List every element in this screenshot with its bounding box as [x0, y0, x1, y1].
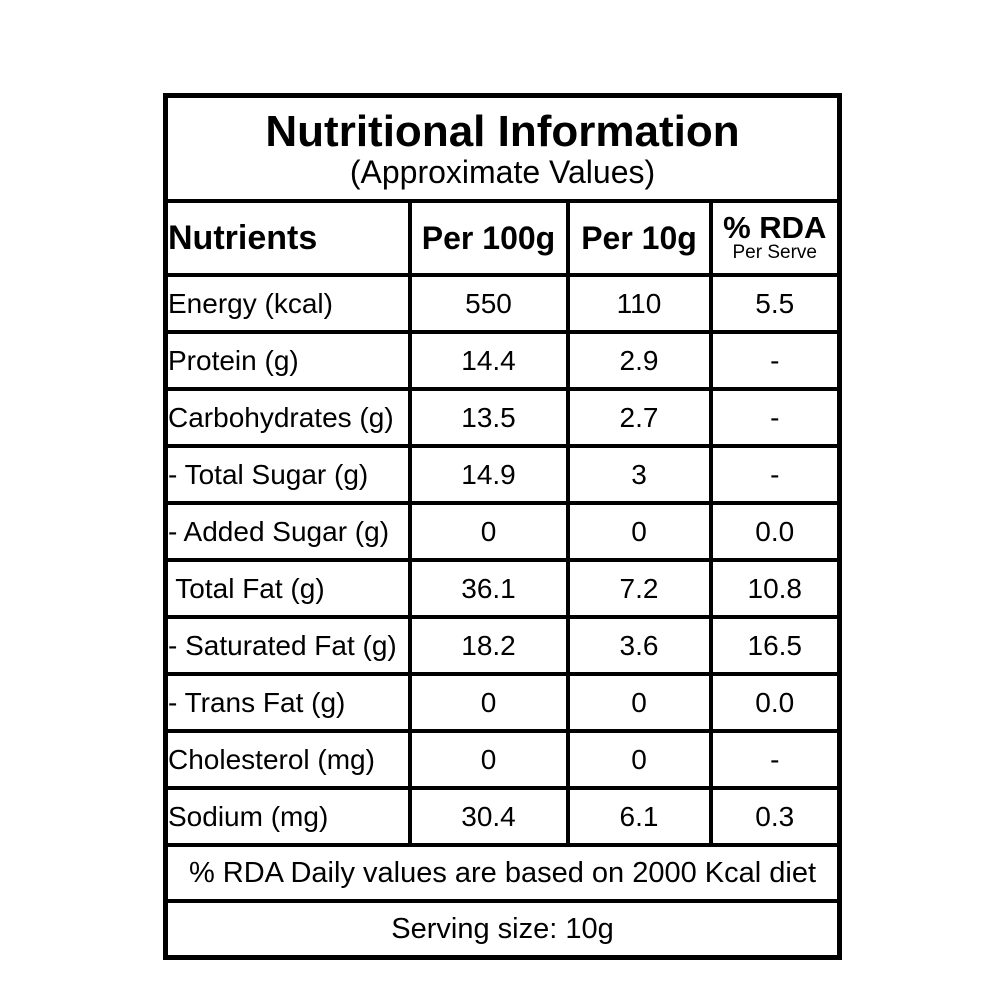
nutrition-table: Nutritional Information (Approximate Val…	[163, 93, 842, 960]
value-per-10g: 2.9	[565, 330, 713, 391]
nutrient-label: - Saturated Fat (g)	[163, 615, 412, 676]
title-cell: Nutritional Information (Approximate Val…	[163, 93, 842, 203]
value-per-100g: 30.4	[407, 786, 570, 847]
value-per-100g: 0	[407, 729, 570, 790]
table-row-total-sugar: - Total Sugar (g) 14.9 3 -	[163, 444, 842, 505]
nutrient-label: Protein (g)	[163, 330, 412, 391]
value-rda: -	[708, 330, 842, 391]
header-per-100g: Per 100g	[407, 199, 570, 277]
serving-size: Serving size: 10g	[163, 899, 842, 960]
value-rda: 0.3	[708, 786, 842, 847]
value-per-100g: 18.2	[407, 615, 570, 676]
header-row: Nutrients Per 100g Per 10g % RDA Per Ser…	[163, 199, 842, 277]
table-row-protein: Protein (g) 14.4 2.9 -	[163, 330, 842, 391]
value-per-100g: 13.5	[407, 387, 570, 448]
table-row-trans-fat: - Trans Fat (g) 0 0 0.0	[163, 672, 842, 733]
nutrient-label: - Added Sugar (g)	[163, 501, 412, 562]
value-rda: -	[708, 729, 842, 790]
nutrient-label: Total Fat (g)	[163, 558, 412, 619]
table-row-total-fat: Total Fat (g) 36.1 7.2 10.8	[163, 558, 842, 619]
rda-footnote: % RDA Daily values are based on 2000 Kca…	[163, 843, 842, 903]
value-rda: 10.8	[708, 558, 842, 619]
nutrient-label: Carbohydrates (g)	[163, 387, 412, 448]
rda-footnote-row: % RDA Daily values are based on 2000 Kca…	[163, 843, 842, 903]
table-row-carbohydrates: Carbohydrates (g) 13.5 2.7 -	[163, 387, 842, 448]
value-rda: 16.5	[708, 615, 842, 676]
nutrient-label: Cholesterol (mg)	[163, 729, 412, 790]
title-row: Nutritional Information (Approximate Val…	[163, 93, 842, 203]
header-rda-title: % RDA	[723, 210, 827, 246]
value-per-10g: 0	[565, 729, 713, 790]
page-subtitle: (Approximate Values)	[349, 154, 656, 191]
header-nutrients: Nutrients	[163, 199, 412, 277]
nutrient-label: Sodium (mg)	[163, 786, 412, 847]
value-per-10g: 110	[565, 273, 713, 334]
value-per-100g: 14.4	[407, 330, 570, 391]
nutrient-label: - Total Sugar (g)	[163, 444, 412, 505]
value-per-10g: 0	[565, 672, 713, 733]
table-row-saturated-fat: - Saturated Fat (g) 18.2 3.6 16.5	[163, 615, 842, 676]
header-rda-subtitle: Per Serve	[732, 242, 817, 264]
value-per-100g: 0	[407, 672, 570, 733]
value-per-10g: 0	[565, 501, 713, 562]
nutrient-label: - Trans Fat (g)	[163, 672, 412, 733]
value-rda: 0.0	[708, 672, 842, 733]
value-rda: 0.0	[708, 501, 842, 562]
value-per-100g: 550	[407, 273, 570, 334]
serving-size-row: Serving size: 10g	[163, 899, 842, 960]
table-row-sodium: Sodium (mg) 30.4 6.1 0.3	[163, 786, 842, 847]
value-rda: -	[708, 444, 842, 505]
value-per-100g: 14.9	[407, 444, 570, 505]
value-per-10g: 2.7	[565, 387, 713, 448]
value-per-100g: 36.1	[407, 558, 570, 619]
value-per-10g: 6.1	[565, 786, 713, 847]
table-row-energy: Energy (kcal) 550 110 5.5	[163, 273, 842, 334]
value-per-10g: 3.6	[565, 615, 713, 676]
value-per-10g: 3	[565, 444, 713, 505]
value-per-10g: 7.2	[565, 558, 713, 619]
header-per-10g: Per 10g	[565, 199, 713, 277]
table-row-cholesterol: Cholesterol (mg) 0 0 -	[163, 729, 842, 790]
page-title: Nutritional Information	[265, 107, 740, 157]
nutrient-label: Energy (kcal)	[163, 273, 412, 334]
header-rda: % RDA Per Serve	[708, 199, 842, 277]
value-rda: 5.5	[708, 273, 842, 334]
table-row-added-sugar: - Added Sugar (g) 0 0 0.0	[163, 501, 842, 562]
value-per-100g: 0	[407, 501, 570, 562]
value-rda: -	[708, 387, 842, 448]
